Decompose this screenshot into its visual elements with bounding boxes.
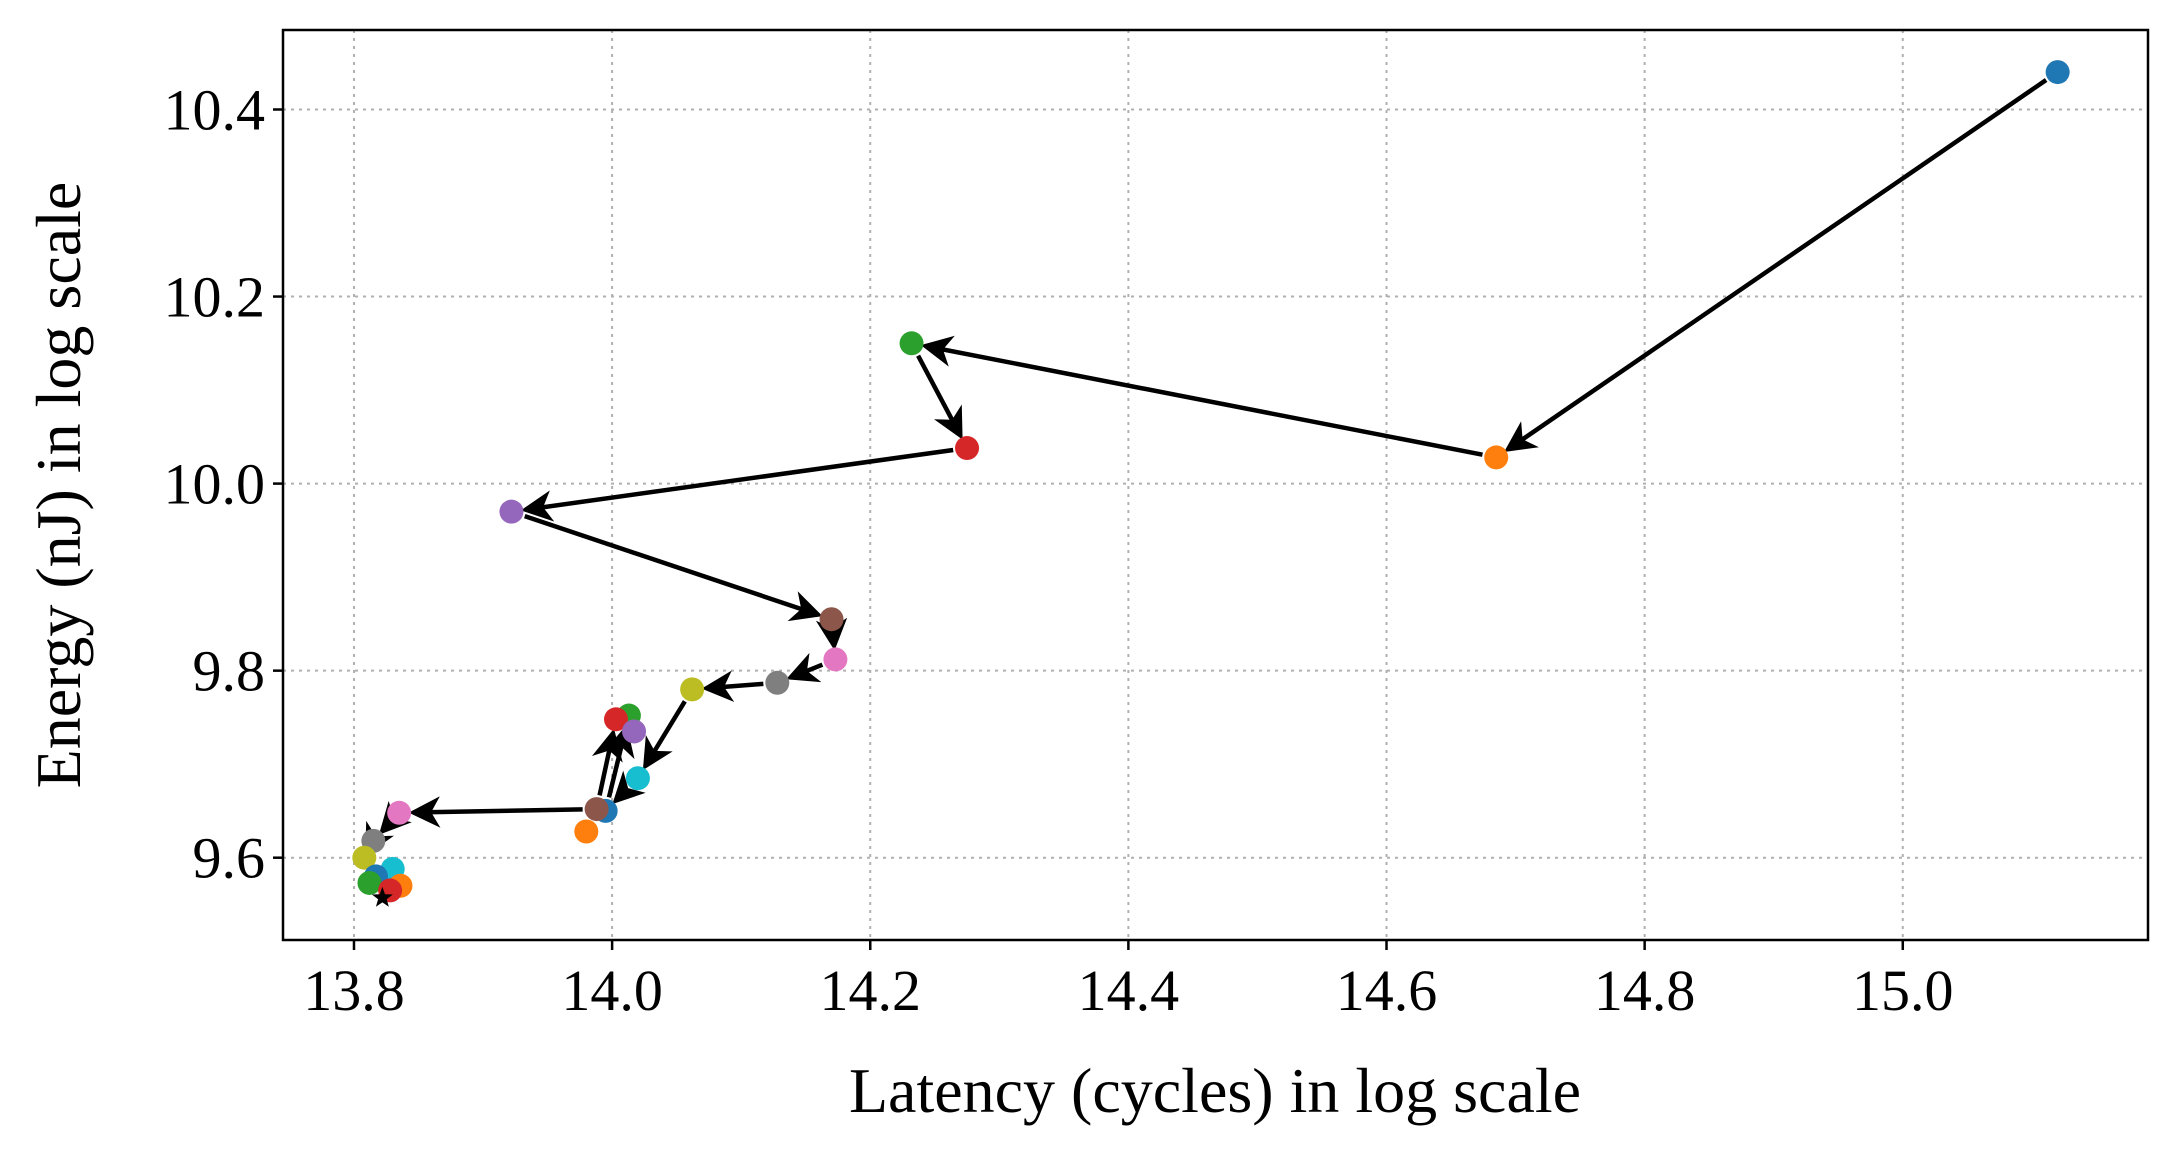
x-tick-label: 14.8: [1594, 958, 1696, 1023]
data-point: [352, 845, 377, 870]
data-point: [603, 707, 628, 732]
data-points: [352, 60, 2070, 907]
data-point: [622, 719, 647, 744]
ticks: 13.8 14.0 14.2 14.4 14.6 14.8 15.0 9.6 9.8 10.0 10…: [164, 77, 1954, 1023]
data-point: [357, 870, 382, 895]
trajectory-arrow: [524, 513, 823, 622]
y-axis-title: Energy (nJ) in log scale: [23, 182, 94, 789]
y-tick-label: 9.6: [193, 826, 266, 891]
data-point: [2045, 60, 2070, 85]
arrows: [365, 78, 2048, 857]
trajectory-arrow: [1504, 78, 2048, 453]
data-point: [499, 499, 524, 524]
data-point: [899, 331, 924, 356]
x-axis-title: Latency (cycles) in log scale: [849, 1055, 1581, 1126]
trajectory-arrow: [642, 700, 687, 771]
trajectory-arrow: [786, 652, 824, 683]
y-tick-label: 10.4: [164, 77, 266, 142]
x-tick-label: 14.0: [561, 958, 663, 1023]
final-point-star: [371, 886, 393, 907]
x-tick-label: 13.8: [303, 958, 405, 1023]
y-tick-label: 10.0: [164, 452, 266, 517]
plot-frame: [281, 28, 2150, 942]
data-point: [819, 607, 844, 632]
grid: [283, 30, 2148, 940]
trajectory-arrow: [603, 724, 635, 798]
x-tick-label: 14.6: [1336, 958, 1438, 1023]
trajectory-arrow: [591, 728, 623, 796]
y-tick-label: 10.2: [164, 265, 266, 330]
trajectory-arrow: [612, 770, 646, 805]
trajectory-arrow: [378, 800, 412, 835]
trajectory-arrow: [920, 335, 1483, 457]
trajectory-arrow: [815, 617, 848, 651]
data-point: [680, 677, 705, 702]
trajectory-arrow: [701, 670, 764, 702]
x-tick-label: 14.4: [1078, 958, 1180, 1023]
data-point: [625, 766, 650, 791]
data-point: [574, 819, 599, 844]
trajectory-arrow: [916, 354, 963, 440]
trajectory-arrow: [408, 796, 583, 828]
data-point: [584, 797, 609, 822]
data-point: [1484, 445, 1509, 470]
data-point: [955, 436, 980, 461]
trajectory-arrow: [520, 447, 954, 522]
data-point: [765, 670, 790, 695]
data-point: [387, 800, 412, 825]
data-point: [823, 647, 848, 672]
x-tick-label: 14.2: [819, 958, 921, 1023]
x-tick-label: 15.0: [1852, 958, 1954, 1023]
y-tick-label: 9.8: [193, 639, 266, 704]
